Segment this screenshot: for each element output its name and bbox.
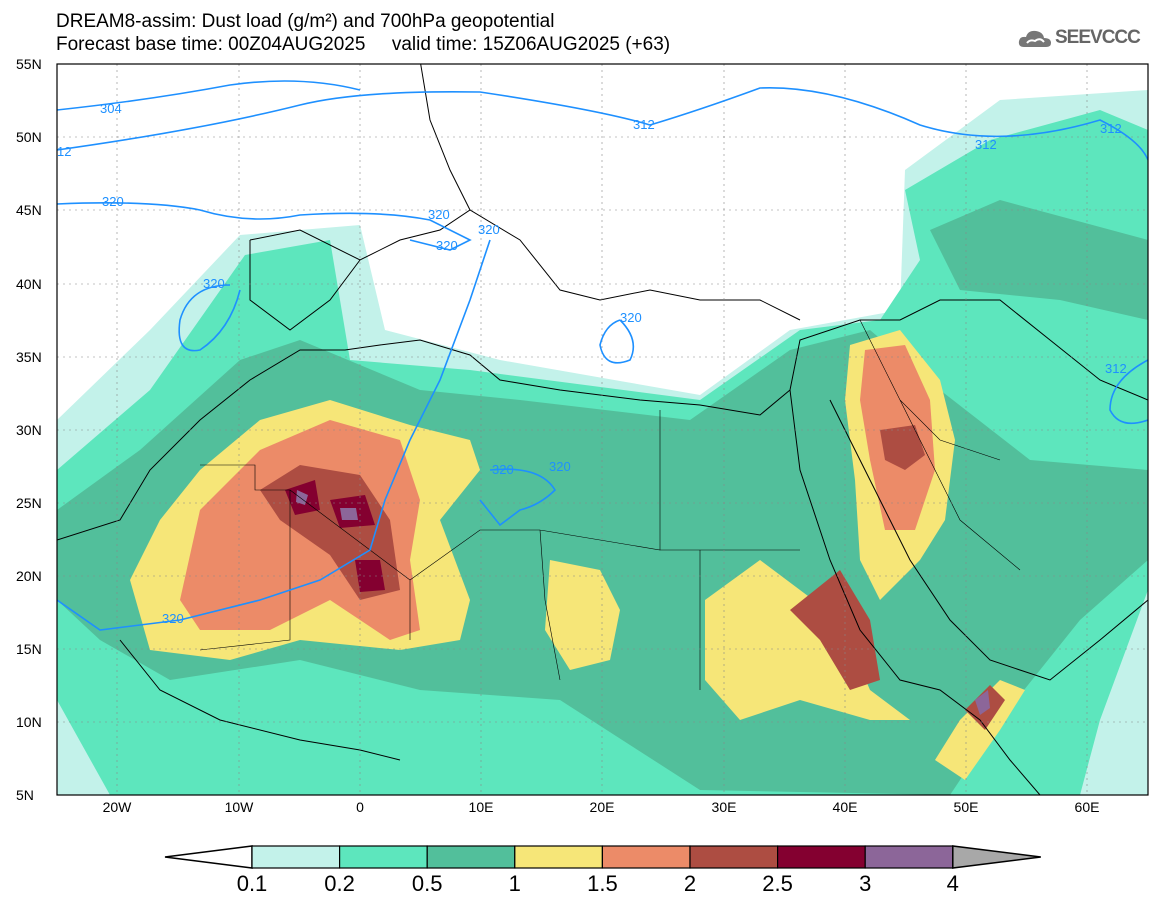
colorbar-swatch (251, 845, 341, 869)
dust-region-0.5-east (930, 200, 1148, 320)
dust-region-1-horn (935, 680, 1025, 780)
lat-label: 45N (16, 202, 42, 218)
lat-label: 55N (16, 56, 42, 72)
lon-label: 20W (102, 799, 132, 815)
colorbar-label: 1.5 (587, 871, 618, 896)
contour-label: 320 (102, 194, 124, 209)
contour-label: 320 (203, 276, 225, 291)
contour-label: 320 (549, 459, 571, 474)
lon-label: 30E (711, 799, 737, 815)
contour-label: 320 (162, 611, 184, 626)
lat-label: 10N (16, 714, 42, 730)
dust-map: 304 312 12 312 312 312 320 320 320 320 3… (56, 63, 1165, 803)
contour-label: 320 (492, 462, 514, 477)
logo-text: SEEVCCC (1055, 27, 1141, 48)
colorbar-over-arrow (952, 845, 1041, 869)
contour-label: 312 (633, 117, 655, 132)
lat-label: 35N (16, 349, 42, 365)
colorbar-swatch (339, 845, 428, 869)
contour-label: 320 (1148, 788, 1165, 803)
colorbar-swatch (601, 845, 691, 869)
lat-label: 25N (16, 495, 42, 511)
colorbar-label: 3 (859, 871, 872, 896)
contour-label: 312 (1100, 121, 1122, 136)
colorbar-label: 1 (508, 871, 521, 896)
lon-label: 20E (589, 799, 615, 815)
borders (199, 319, 1021, 690)
dust-region-2-arabia (880, 425, 925, 470)
lat-label: 20N (16, 568, 42, 584)
colorbar-label: 0.2 (324, 871, 355, 896)
contour-label: 320 (478, 222, 500, 237)
contour-labels: 304 312 12 312 312 312 320 320 320 320 3… (57, 101, 1165, 803)
contour-label: 312 (1105, 361, 1127, 376)
colorbar-label: 2.5 (762, 871, 793, 896)
colorbar-swatch (689, 845, 779, 869)
map-frame (56, 63, 1149, 796)
colorbar-under-arrow (164, 845, 253, 869)
seevccc-logo: SEEVCCC (1018, 27, 1141, 49)
colorbar-label: 4 (946, 871, 959, 896)
lat-label: 50N (16, 129, 42, 145)
lon-label: 40E (832, 799, 858, 815)
lat-label: 30N (16, 422, 42, 438)
contour-label: 312 (975, 137, 997, 152)
contour-label: 320 (620, 310, 642, 325)
lat-label: 5N (16, 787, 34, 803)
colorbar-label: 0.1 (236, 871, 268, 896)
colorbar-label: 0.5 (411, 871, 443, 896)
colorbar-swatch (864, 845, 954, 869)
contour-label: 320 (428, 207, 450, 222)
lon-label: 10E (468, 799, 494, 815)
chart-title: DREAM8-assim: Dust load (g/m²) and 700hP… (56, 11, 555, 32)
contour-label: 304 (100, 101, 122, 116)
lat-label: 40N (16, 276, 42, 292)
gridlines (57, 64, 1148, 795)
lon-label: 50E (953, 799, 979, 815)
colorbar-swatch (426, 845, 516, 869)
cloud-icon (1018, 30, 1051, 47)
colorbar (164, 845, 1041, 869)
colorbar-swatch (776, 845, 866, 869)
lon-label: 0 (356, 799, 364, 815)
coastlines (57, 64, 1148, 795)
lat-label: 15N (16, 641, 42, 657)
contour-label: 320 (436, 238, 458, 253)
contour-label: 12 (57, 144, 71, 159)
lon-label: 60E (1074, 799, 1100, 815)
geopotential-contours (57, 80, 1148, 631)
forecast-time-subtitle: Forecast base time: 00Z04AUG2025 valid t… (56, 34, 671, 55)
colorbar-swatch (514, 845, 603, 869)
colorbar-label: 2 (683, 871, 697, 896)
lon-label: 10W (224, 799, 254, 815)
dust-region-1-chad (545, 560, 620, 670)
dust-region-1.5-redsea (790, 570, 880, 690)
